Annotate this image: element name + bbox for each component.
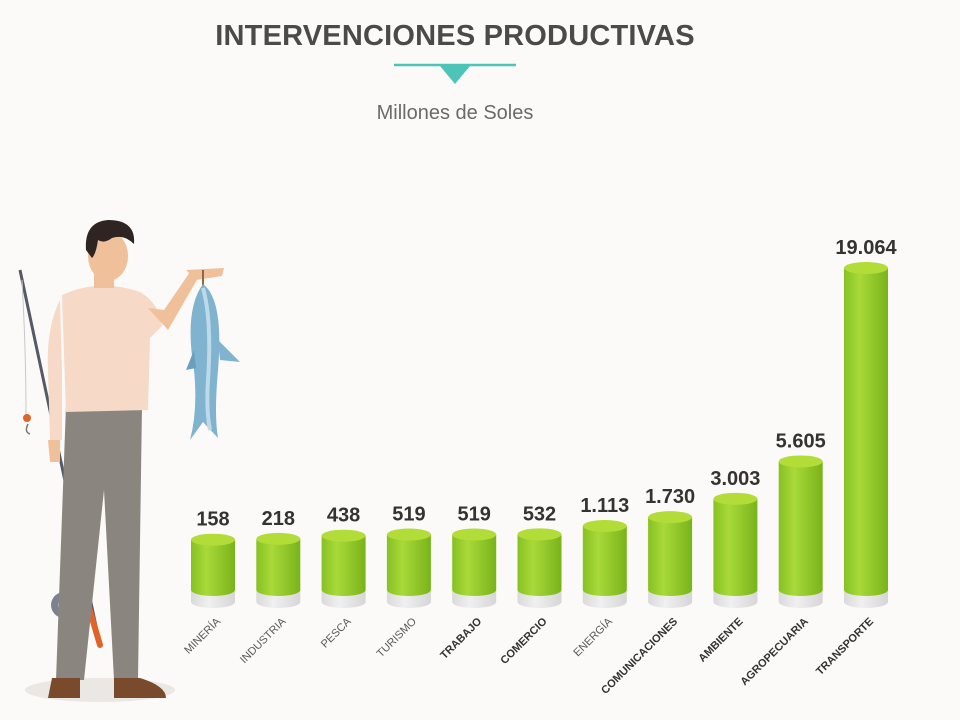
bar-industria	[256, 538, 301, 596]
bar-ambiente	[713, 498, 758, 596]
value-label: 19.064	[835, 237, 897, 259]
bar-energía	[582, 526, 627, 596]
bar-top	[778, 455, 823, 468]
category-label: AGROPECUARIA	[738, 616, 810, 688]
bar-top	[517, 528, 562, 541]
value-label: 3.003	[710, 468, 760, 490]
bar-top	[844, 262, 888, 274]
bar-top	[648, 511, 693, 524]
bar-top	[713, 492, 758, 505]
category-label: PESCA	[319, 615, 354, 650]
bar-turismo	[386, 534, 431, 596]
category-label: TRABAJO	[438, 615, 484, 661]
value-label: 1.113	[580, 495, 629, 517]
bar-top	[452, 528, 497, 541]
category-label: AMBIENTE	[696, 616, 745, 665]
title-divider	[394, 63, 516, 84]
bar-top	[321, 529, 366, 542]
category-label: TRANSPORTE	[814, 616, 876, 678]
category-label: COMUNICACIONES	[599, 616, 680, 697]
chart-subtitle: Millones de Soles	[376, 102, 534, 124]
value-label: 218	[262, 508, 295, 530]
value-label: 519	[392, 504, 425, 526]
value-label: 5.605	[776, 430, 826, 452]
bar-comercio	[517, 534, 562, 596]
bar-top	[582, 520, 627, 533]
bar-transporte	[844, 268, 888, 596]
bar-pesca	[321, 535, 366, 596]
bar-minería	[191, 539, 235, 596]
value-label: 1.730	[645, 486, 695, 508]
category-label: COMERCIO	[498, 615, 550, 667]
chart-title: INTERVENCIONES PRODUCTIVAS	[215, 20, 695, 52]
bar-top	[191, 533, 235, 546]
value-label: 532	[523, 503, 556, 525]
bar-agropecuaria	[778, 461, 823, 596]
bar-comunicaciones	[648, 517, 693, 596]
bar-trabajo	[452, 534, 497, 596]
value-label: 438	[327, 505, 360, 527]
value-label: 519	[458, 504, 491, 526]
bar-top	[386, 528, 431, 541]
bar-top	[256, 532, 301, 545]
category-label: TURISMO	[375, 615, 420, 660]
value-label: 158	[196, 509, 229, 531]
category-label: ENERGÍA	[571, 614, 616, 659]
fisherman-with-fish-icon	[18, 220, 240, 702]
